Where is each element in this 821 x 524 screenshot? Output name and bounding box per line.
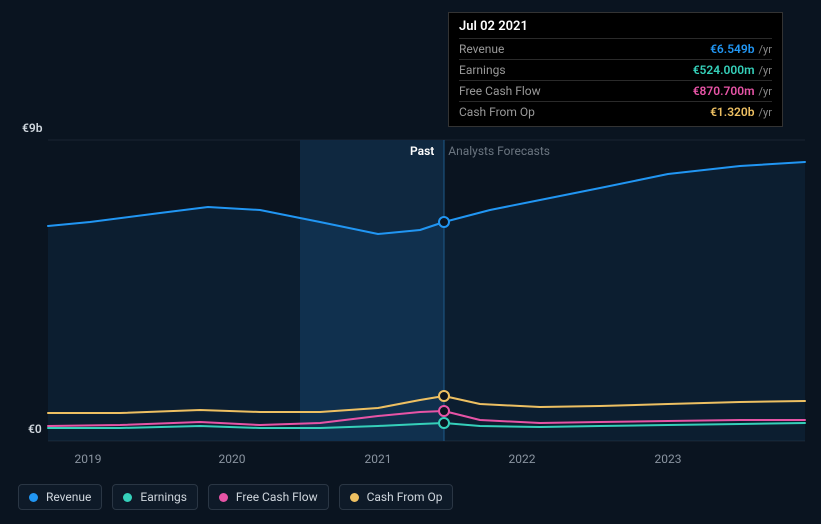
x-axis-year: 2023 bbox=[655, 452, 682, 466]
tooltip-row-label: Revenue bbox=[459, 42, 504, 56]
tooltip-row-unit: /yr bbox=[759, 64, 772, 77]
tooltip-row-label: Free Cash Flow bbox=[459, 84, 541, 98]
tooltip-date: Jul 02 2021 bbox=[459, 19, 772, 38]
earnings-revenue-chart: €9b €0 Past Analysts Forecasts 2019 2020 2… bbox=[0, 0, 821, 524]
legend-item-earnings[interactable]: Earnings bbox=[112, 484, 198, 510]
legend-label: Free Cash Flow bbox=[236, 490, 318, 504]
x-axis-year: 2021 bbox=[365, 452, 392, 466]
legend-dot-icon bbox=[350, 493, 359, 502]
legend-dot-icon bbox=[219, 493, 228, 502]
tooltip-row-value: €1.320b bbox=[710, 105, 754, 119]
legend-item-free-cash-flow[interactable]: Free Cash Flow bbox=[208, 484, 329, 510]
x-axis-year: 2019 bbox=[75, 452, 102, 466]
legend-item-cash-from-op[interactable]: Cash From Op bbox=[339, 484, 454, 510]
tooltip-row-unit: /yr bbox=[759, 85, 772, 98]
legend-label: Earnings bbox=[140, 490, 187, 504]
tooltip-row-unit: /yr bbox=[759, 43, 772, 56]
tooltip-row: Free Cash Flow €870.700m/yr bbox=[459, 80, 772, 101]
y-axis-label-max: €9b bbox=[22, 121, 42, 135]
past-future-labels: Past Analysts Forecasts bbox=[410, 144, 550, 158]
tooltip-row-label: Earnings bbox=[459, 63, 506, 77]
y-axis-label-zero: €0 bbox=[28, 422, 42, 436]
tooltip-row: Revenue €6.549b/yr bbox=[459, 38, 772, 59]
tooltip-row-value: €870.700m bbox=[693, 84, 755, 98]
tooltip-row: Cash From Op €1.320b/yr bbox=[459, 101, 772, 122]
analysts-forecasts-label: Analysts Forecasts bbox=[448, 144, 550, 158]
x-axis-year: 2020 bbox=[219, 452, 246, 466]
legend-dot-icon bbox=[29, 493, 38, 502]
legend-label: Cash From Op bbox=[367, 490, 443, 504]
legend-item-revenue[interactable]: Revenue bbox=[18, 484, 102, 510]
chart-tooltip: Jul 02 2021 Revenue €6.549b/yr Earnings €52… bbox=[448, 12, 783, 127]
x-axis-year: 2022 bbox=[509, 452, 536, 466]
tooltip-row-value: €6.549b bbox=[710, 42, 754, 56]
tooltip-row: Earnings €524.000m/yr bbox=[459, 59, 772, 80]
tooltip-row-value: €524.000m bbox=[693, 63, 755, 77]
legend-label: Revenue bbox=[46, 490, 91, 504]
tooltip-row-unit: /yr bbox=[759, 106, 772, 119]
tooltip-row-label: Cash From Op bbox=[459, 105, 535, 119]
past-label: Past bbox=[410, 144, 434, 158]
chart-legend: Revenue Earnings Free Cash Flow Cash From O… bbox=[18, 484, 453, 510]
legend-dot-icon bbox=[123, 493, 132, 502]
